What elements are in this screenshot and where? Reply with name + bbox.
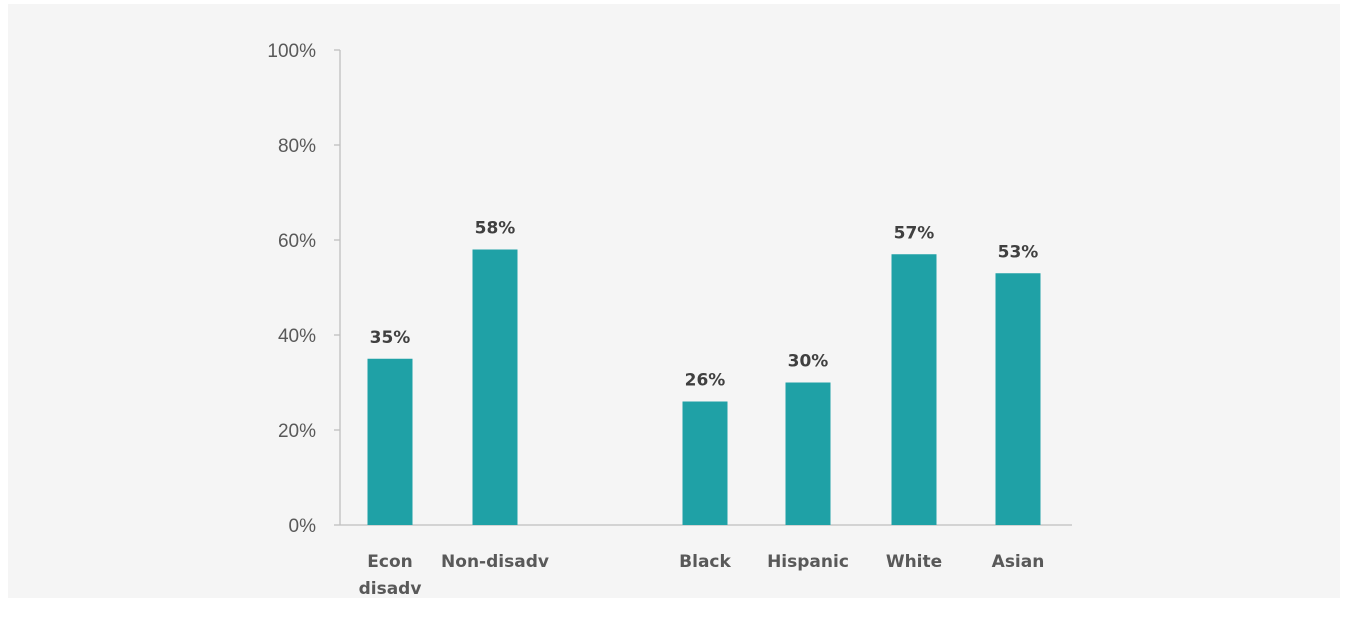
data-label: 26% [685,371,726,391]
category-label: Non-disadv [441,552,549,572]
data-labels: 35% 58% 26% 30% 57% 53% [370,219,1039,391]
bar [367,358,413,525]
bar [472,249,518,525]
data-label: 57% [894,223,935,243]
bar [785,382,831,525]
chart-background [8,4,1340,598]
category-label: Asian [992,552,1045,572]
data-label: 35% [370,328,411,348]
y-axis-tick-labels: 0% 20% 40% 60% 80% 100% [267,41,316,537]
category-label: Black [679,552,731,572]
data-label: 58% [475,219,516,239]
bar [682,401,728,525]
bars [367,249,1041,525]
category-labels: Econ disadv Non-disadv Black Hispanic White As… [359,552,1045,599]
bar [995,273,1041,525]
y-tick-label: 20% [278,421,316,442]
y-tick-label: 40% [278,326,316,347]
category-label: Hispanic [767,552,849,572]
bar [891,254,937,525]
category-label: disadv [359,579,422,599]
y-tick-label: 60% [278,231,316,252]
category-label: Econ [367,552,412,572]
category-label: White [886,552,942,572]
y-tick-label: 0% [289,516,317,537]
data-label: 53% [998,242,1039,262]
data-label: 30% [788,352,829,372]
y-tick-label: 80% [278,136,316,157]
y-tick-label: 100% [267,41,316,62]
